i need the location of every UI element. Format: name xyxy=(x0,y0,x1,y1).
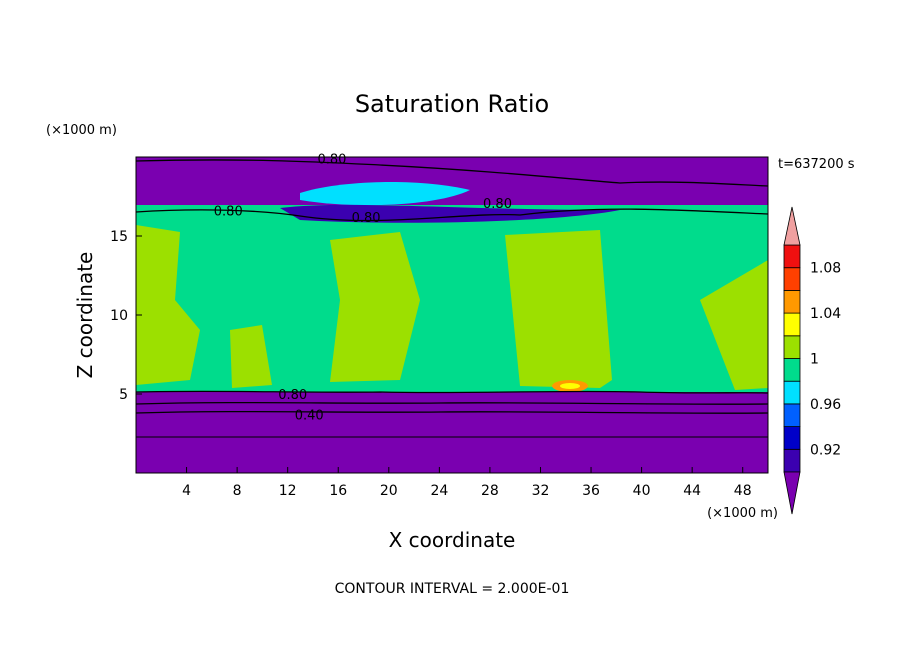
colorbar-swatch xyxy=(783,289,801,314)
x-tick-label: 12 xyxy=(279,483,297,499)
contour-labels: 0.80 0.80 0.80 0.80 0.80 0.40 xyxy=(214,153,512,424)
colorbar-tick-label: 1.04 xyxy=(810,306,841,322)
x-unit-label: (×1000 m) xyxy=(707,506,778,521)
contour-label: 0.80 xyxy=(483,197,512,212)
field-cirrus-blue xyxy=(300,182,470,206)
colorbar-swatch xyxy=(783,335,801,359)
x-tick-label: 28 xyxy=(481,483,499,499)
contour-interval-note: CONTOUR INTERVAL = 2.000E-01 xyxy=(335,581,570,597)
field-contour-cloudtop xyxy=(136,208,768,222)
x-tick-label: 48 xyxy=(734,483,752,499)
colorbar-swatch xyxy=(783,380,801,405)
colorbar: 0.92 0.96 1 1.04 1.08 xyxy=(783,206,841,515)
colorbar-tick-label: 1 xyxy=(810,352,819,368)
field-main-band xyxy=(136,225,768,393)
colorbar-swatch xyxy=(783,312,801,337)
colorbar-swatch xyxy=(783,358,801,382)
field-contour-cloudbase xyxy=(136,390,768,394)
contour-label: 0.80 xyxy=(352,211,381,226)
colorbar-tick-label: 1.08 xyxy=(810,261,841,277)
x-tick-label: 36 xyxy=(582,483,600,499)
time-label: t=637200 s xyxy=(778,157,855,172)
field-cloud-region-center xyxy=(330,232,420,382)
field-lower-dry-layer xyxy=(136,392,768,473)
field-peak-yellow xyxy=(560,383,580,389)
field-contour-low-1 xyxy=(136,401,768,405)
field-contour-low-2 xyxy=(136,410,768,414)
colorbar-top-arrow xyxy=(783,206,801,246)
colorbar-swatch xyxy=(783,426,801,450)
y-tick-label: 10 xyxy=(110,308,128,324)
y-tick-label: 15 xyxy=(110,229,128,245)
y-axis-label: Z coordinate xyxy=(73,252,97,379)
colorbar-swatch xyxy=(783,267,801,291)
field-cloud-region-far-right xyxy=(700,260,768,390)
contour-label: 0.80 xyxy=(278,388,307,403)
field-cloud-region-mid xyxy=(230,325,272,388)
chart-title: Saturation Ratio xyxy=(355,90,549,118)
y-unit-label: (×1000 m) xyxy=(46,123,117,138)
x-axis: 4 8 12 16 20 24 28 32 36 40 44 48 xyxy=(182,467,752,499)
contour-label: 0.40 xyxy=(295,409,324,424)
y-tick-label: 5 xyxy=(119,387,128,403)
colorbar-bottom-arrow xyxy=(783,471,801,515)
field-contour-upper xyxy=(136,159,768,187)
x-tick-label: 20 xyxy=(380,483,398,499)
field-cirrus-dark xyxy=(280,204,620,223)
x-tick-label: 4 xyxy=(182,483,191,499)
x-tick-label: 16 xyxy=(329,483,347,499)
x-tick-label: 32 xyxy=(532,483,550,499)
x-tick-label: 8 xyxy=(233,483,242,499)
x-tick-label: 24 xyxy=(430,483,448,499)
plot-field xyxy=(136,157,768,473)
colorbar-swatch xyxy=(783,448,801,473)
colorbar-tick-label: 0.96 xyxy=(810,397,841,413)
colorbar-swatch xyxy=(783,244,801,269)
y-axis: 5 10 15 xyxy=(110,229,142,403)
contour-label: 0.80 xyxy=(214,205,243,220)
x-axis-label: X coordinate xyxy=(389,528,516,552)
colorbar-swatch xyxy=(783,403,801,427)
contour-label: 0.80 xyxy=(317,153,346,168)
colorbar-tick-label: 0.92 xyxy=(810,442,841,458)
x-tick-label: 44 xyxy=(683,483,701,499)
field-cloud-region-right xyxy=(505,230,612,388)
field-contour-low-3 xyxy=(136,436,768,438)
field-cloud-region-left xyxy=(136,225,200,385)
x-tick-label: 40 xyxy=(633,483,651,499)
